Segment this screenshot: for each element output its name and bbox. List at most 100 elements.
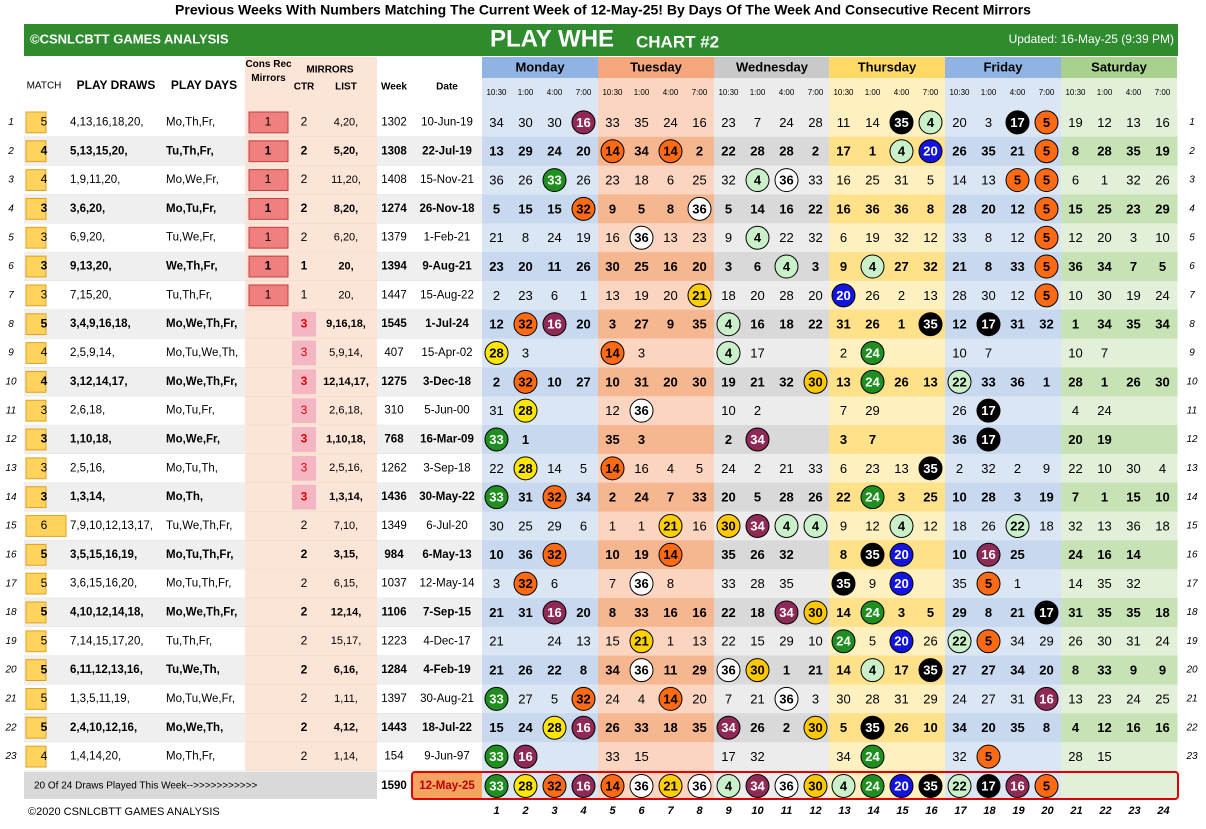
- number-ball: [484, 774, 509, 798]
- draw-cell: [714, 367, 744, 397]
- week-cell-bg: [377, 280, 482, 310]
- draw-number: 20: [981, 720, 995, 735]
- match-box: [25, 745, 47, 768]
- draw-number: 5: [985, 576, 992, 591]
- draw-number: 30: [981, 288, 995, 303]
- draw-cell: [801, 108, 831, 137]
- draw-cell: [887, 223, 917, 253]
- number-ball: [513, 456, 538, 481]
- cons-cell-bg: [245, 598, 292, 627]
- date: 9-Jun-97: [424, 751, 469, 763]
- draw-cell: [540, 108, 570, 137]
- draw-number: 16: [518, 749, 532, 764]
- row-bg: [24, 252, 245, 281]
- draw-cell: [801, 223, 831, 253]
- draw-cell: [887, 367, 917, 397]
- draw-cell: [945, 453, 975, 483]
- cons-cell-bg: [245, 540, 292, 570]
- draw-cell: [511, 165, 541, 195]
- draw-number: 5: [1043, 288, 1050, 303]
- draw-number: 6: [580, 518, 587, 533]
- draw-number: 22: [836, 490, 850, 505]
- match: 5: [41, 605, 48, 619]
- draw-cell: [916, 165, 946, 195]
- day-header-bg: [598, 57, 714, 78]
- play-draws: 1,3,5,11,19,: [70, 693, 130, 705]
- draw-number: 3: [898, 605, 905, 620]
- number-ball: [687, 196, 712, 221]
- draw-number: 7: [985, 345, 992, 360]
- play-draws: 3,12,14,17,: [70, 376, 128, 388]
- draw-number: 29: [779, 634, 793, 649]
- draw-cell: [743, 396, 773, 426]
- week-cell-bg: [377, 713, 482, 743]
- draw-number: 10: [547, 374, 561, 389]
- number-ball: [889, 513, 914, 538]
- play-draws: 1,9,11,20,: [70, 174, 120, 186]
- draw-number: 35: [692, 317, 706, 332]
- row-bg: [24, 396, 245, 426]
- draw-cell: [974, 367, 1004, 397]
- draw-number: 24: [1126, 691, 1140, 706]
- draw-cell: [1061, 655, 1091, 685]
- draw-number: 13: [923, 374, 937, 389]
- draw-cell: [714, 280, 744, 310]
- draw-cell: [1119, 453, 1149, 483]
- mirror-cell-bg: [292, 540, 377, 570]
- draw-number: 26: [923, 634, 937, 649]
- play-draws: 1,10,18,: [70, 434, 112, 446]
- row-number: 2: [7, 146, 14, 157]
- draw-number: 3: [493, 576, 500, 591]
- draw-cell: [656, 453, 686, 483]
- draw-number: 12: [865, 518, 879, 533]
- draw-cell: [974, 482, 1004, 512]
- draw-number: 28: [808, 115, 822, 130]
- number-ball: [918, 774, 943, 798]
- draw-cell: [714, 223, 744, 253]
- time-header: 10:30: [949, 88, 970, 97]
- week: 1308: [381, 145, 407, 157]
- cons-box: [248, 284, 289, 307]
- number-ball: [774, 774, 799, 798]
- draw-cell: [887, 425, 917, 454]
- number-ball: [542, 168, 567, 193]
- draw-number: 13: [894, 461, 908, 476]
- week: 1262: [381, 462, 407, 474]
- draw-number: 8: [667, 201, 674, 216]
- draw-number: 20: [836, 288, 850, 303]
- draw-cell: [1032, 338, 1062, 368]
- draw-number: 2: [696, 144, 703, 159]
- draw-cell: [916, 194, 946, 224]
- draw-number: 17: [981, 317, 995, 332]
- draw-number: 21: [750, 374, 764, 389]
- play-days: Mo,We,Th,Fr,: [166, 318, 237, 330]
- draw-cell: [656, 367, 686, 397]
- draw-cell: [858, 511, 888, 541]
- draw-cell: [772, 540, 802, 570]
- draw-cell: [540, 338, 570, 368]
- mirror-cell-bg: [292, 280, 377, 310]
- number-ball: [1034, 686, 1059, 711]
- day-header: Thursday: [858, 59, 917, 74]
- mirror-list: 2,6,18,: [329, 405, 363, 417]
- row-number: 12: [5, 434, 17, 445]
- draw-cell: [829, 108, 859, 137]
- match-box: [25, 255, 47, 278]
- draw-number: 30: [547, 115, 561, 130]
- draw-number: 11: [548, 259, 562, 274]
- match: 5: [41, 662, 48, 676]
- draw-number: 4: [812, 518, 820, 533]
- mirror-list: 5,20,: [334, 145, 358, 157]
- match-box: [25, 572, 47, 595]
- play-days: Mo,Tu,Th,Fr,: [166, 578, 231, 590]
- draw-number: 20: [576, 317, 590, 332]
- draw-cell: [1148, 713, 1178, 743]
- draw-cell: [685, 338, 715, 368]
- draw-cell: [1090, 108, 1120, 137]
- draw-cell: [482, 252, 512, 281]
- number-ball: [658, 139, 683, 164]
- draw-cell: [685, 569, 715, 599]
- draw-number: 35: [923, 461, 937, 476]
- draw-cell: [540, 136, 570, 166]
- week: 407: [384, 347, 403, 359]
